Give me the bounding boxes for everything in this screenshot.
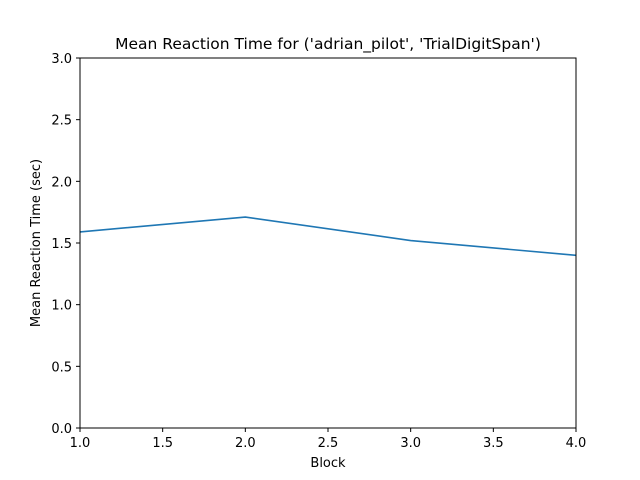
x-tick-label: 1.5 [152, 436, 173, 451]
x-axis-label: Block [310, 456, 346, 471]
y-tick-label: 1.0 [51, 299, 72, 314]
x-axis-ticks: 1.0 1.5 2.0 2.5 3.0 3.5 4.0 [70, 428, 587, 451]
x-tick-label: 2.0 [235, 436, 256, 451]
plot-series [79, 216, 577, 257]
y-tick-label: 2.0 [51, 175, 72, 190]
y-tick-label: 2.5 [51, 114, 72, 129]
x-tick-label: 2.5 [318, 436, 339, 451]
y-tick-label: 0.0 [51, 422, 72, 437]
x-tick-label: 3.5 [483, 436, 504, 451]
x-tick-label: 1.0 [70, 436, 91, 451]
y-axis-label: Mean Reaction Time (sec) [29, 159, 44, 327]
plot-frame [79, 57, 577, 429]
y-tick-label: 1.5 [51, 237, 72, 252]
y-axis-ticks: 0.0 0.5 1.0 1.5 2.0 2.5 3.0 [51, 52, 80, 437]
x-tick-label: 3.0 [400, 436, 421, 451]
y-tick-label: 3.0 [51, 52, 72, 67]
x-tick-label: 4.0 [566, 436, 587, 451]
series-line [79, 216, 577, 257]
y-tick-label: 0.5 [51, 360, 72, 375]
chart-title: Mean Reaction Time for ('adrian_pilot', … [115, 35, 541, 54]
